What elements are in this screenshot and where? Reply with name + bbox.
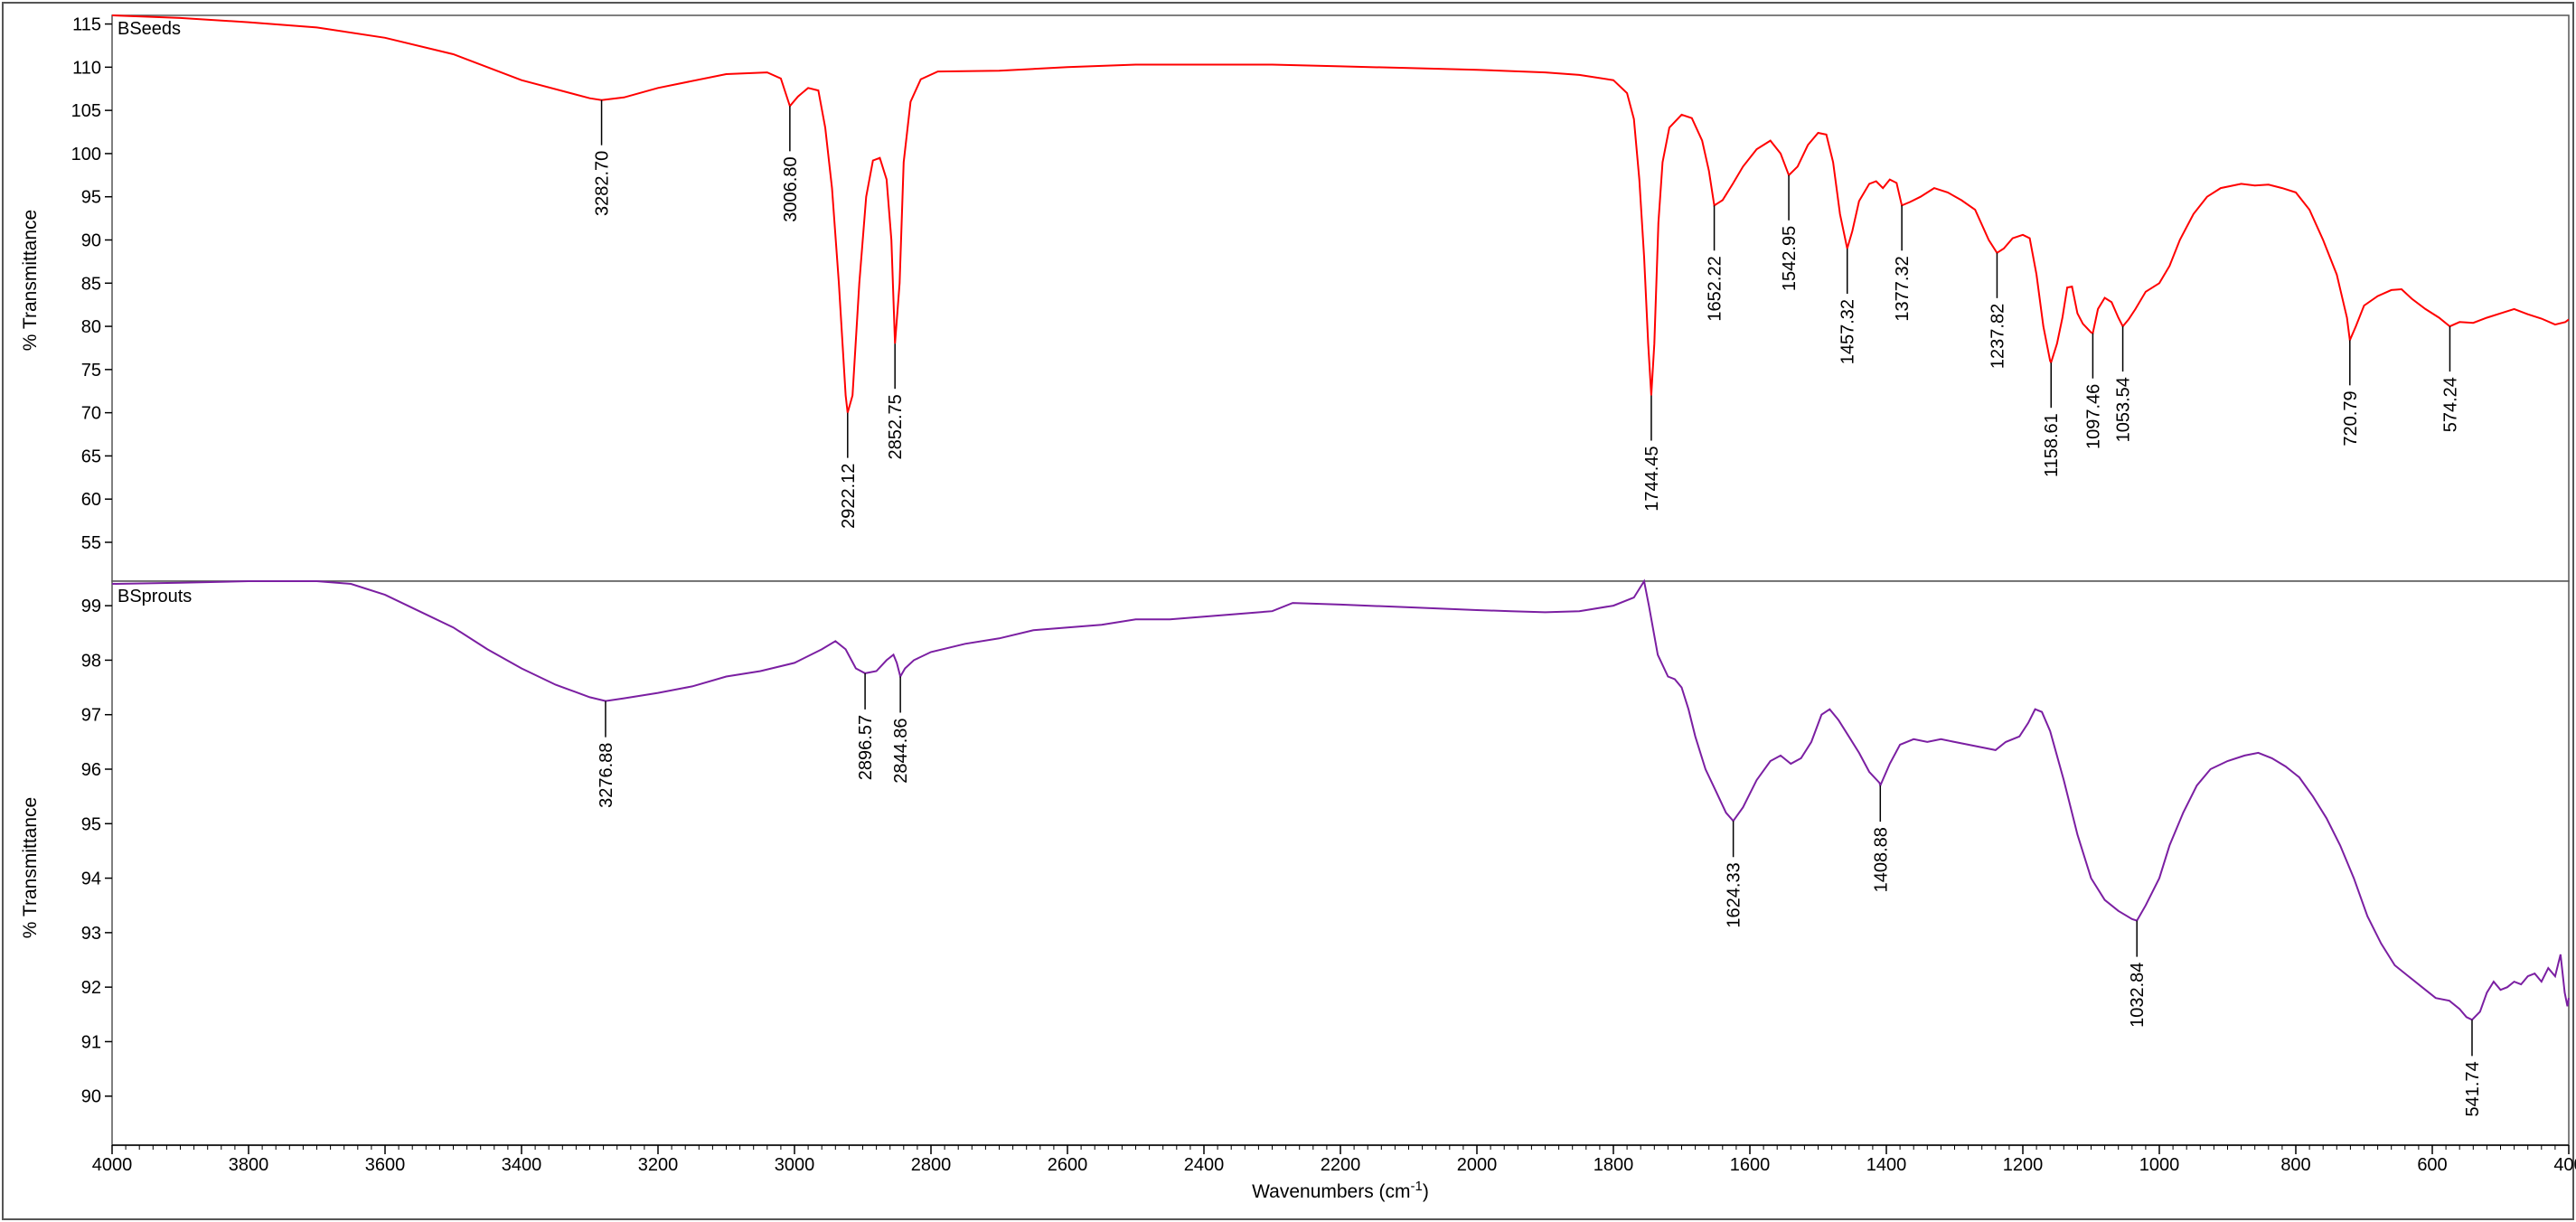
peak-label: 1097.46 [2083,384,2103,449]
y-tick-label: 115 [72,15,101,35]
x-tick-label: 4000 [92,1155,133,1175]
peak-label: 1377.32 [1893,256,1913,321]
y-tick-label: 105 [71,101,101,121]
y-tick-label: 100 [71,145,101,164]
peak-label: 1652.22 [1706,256,1725,321]
peak-label: 1624.33 [1725,862,1744,927]
y-tick-label: 90 [81,1087,101,1107]
x-axis-ticks: 4000 3800 3600 3400 3200 3000 2800 2600 2400 2200… [92,1145,2576,1175]
peak-label: 1744.45 [1642,446,1662,512]
y-tick-label: 96 [81,760,101,780]
x-tick-label: 800 [2280,1155,2310,1175]
x-axis-label-superscript: -1 [1411,1179,1423,1194]
y-axis-ticks-bseeds: 115 110 105 100 95 90 85 80 75 70 65 60 55 [71,15,112,553]
spectrum-line-bsprouts [111,578,2570,1021]
y-axis-label-bseeds: % Transmittance [20,210,41,351]
y-tick-label: 92 [81,978,101,998]
peak-labels-bseeds: 3282.70 3006.80 2922.12 2852.75 1744.45 1652.… [593,99,2460,529]
x-tick-label: 2800 [911,1155,952,1175]
panel-name-bseeds: BSeeds [118,19,181,39]
y-tick-label: 93 [81,924,101,944]
y-tick-label: 55 [81,533,101,553]
peak-label: 1032.84 [2128,963,2148,1028]
y-tick-label: 94 [81,870,101,889]
y-tick-label: 95 [81,188,101,208]
x-tick-label: 2000 [1457,1155,1498,1175]
x-tick-label: 1800 [1594,1155,1634,1175]
panel-name-bsprouts: BSprouts [118,587,192,606]
peak-label: 2896.57 [856,715,876,780]
peak-label: 1408.88 [1871,827,1891,892]
peak-label: 3006.80 [781,156,801,221]
y-axis-label-bsprouts: % Transmittance [20,797,41,938]
peak-label: 1237.82 [1988,304,2007,369]
peak-label: 1457.32 [1838,299,1858,364]
peak-label: 2844.86 [891,719,911,784]
x-tick-label: 1400 [1866,1155,1907,1175]
peak-label: 1158.61 [2042,413,2062,477]
panel-bsprouts: BSprouts % Transmittance 999897969594939… [20,578,2570,1146]
peak-label: 2922.12 [839,464,859,529]
plot-area-bseeds [111,14,2570,582]
y-tick-label: 95 [81,814,101,834]
x-tick-label: 2600 [1048,1155,1088,1175]
x-tick-label: 3800 [229,1155,269,1175]
y-tick-label: 98 [81,651,101,671]
peak-label: 574.24 [2440,377,2460,432]
peak-label: 541.74 [2463,1061,2483,1116]
y-tick-label: 85 [81,274,101,294]
x-tick-label: 400 [2553,1155,2576,1175]
x-tick-label: 3600 [365,1155,406,1175]
y-tick-label: 70 [81,404,101,424]
y-tick-label: 65 [81,446,101,466]
y-tick-label: 97 [81,706,101,726]
panel-bseeds: BSeeds % Transmittance 115 110 105 100 95 90 8… [20,14,2570,582]
plot-area-bsprouts [111,580,2570,1146]
y-tick-label: 75 [81,361,101,381]
x-tick-label: 3400 [502,1155,542,1175]
y-tick-label: 110 [72,58,101,78]
peak-label: 1542.95 [1780,226,1800,291]
y-tick-label: 99 [81,597,101,616]
spectrum-line-bseeds [111,14,2570,413]
x-tick-label: 3000 [775,1155,815,1175]
x-tick-label: 1600 [1730,1155,1771,1175]
peak-labels-bsprouts: 3276.88 2896.57 2844.86 1624.33 1408.88 1032.… [597,672,2483,1116]
y-axis-ticks-bsprouts: 99 98 97 96 95 94 93 92 91 90 [81,597,112,1107]
x-tick-label: 1200 [2003,1155,2044,1175]
x-tick-label: 3200 [638,1155,679,1175]
x-axis: 4000 3800 3600 3400 3200 3000 2800 2600 2400 2200… [92,1144,2576,1202]
peak-label: 1053.54 [2114,377,2134,442]
peak-label: 720.79 [2341,390,2361,446]
y-tick-label: 80 [81,317,101,337]
y-tick-label: 91 [81,1032,101,1052]
x-tick-label: 2200 [1321,1155,1361,1175]
peak-label: 3276.88 [597,743,616,808]
peak-label: 2852.75 [886,394,906,459]
y-tick-label: 60 [81,490,101,510]
y-tick-label: 90 [81,230,101,250]
x-tick-label: 600 [2417,1155,2447,1175]
peak-label: 3282.70 [593,151,613,216]
x-tick-label: 2400 [1184,1155,1225,1175]
x-tick-label: 1000 [2139,1155,2180,1175]
x-axis-label: Wavenumbers (cm-1) [1252,1179,1429,1202]
